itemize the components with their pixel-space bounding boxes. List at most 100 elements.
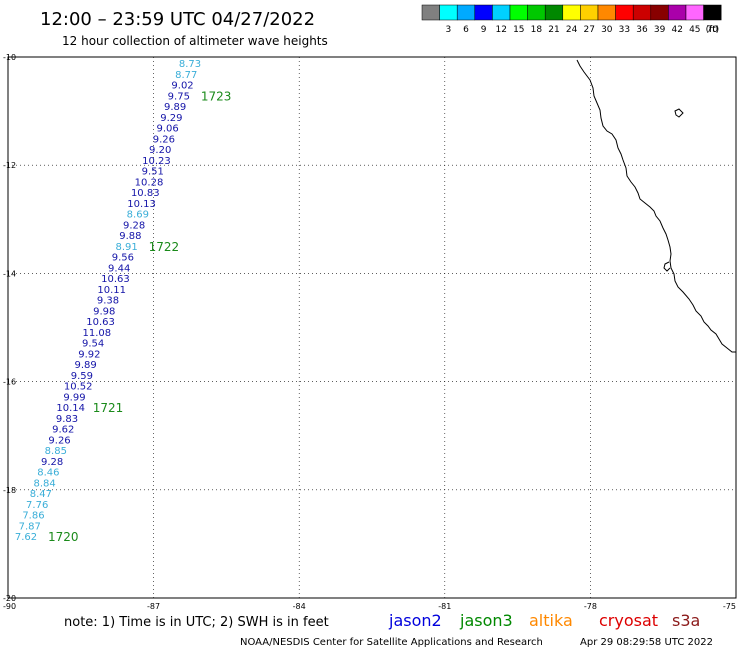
legend-unit: (ft) xyxy=(706,25,720,35)
wave-height-label: 8.77 xyxy=(175,70,197,81)
lat-tick-label: -18 xyxy=(3,486,16,495)
legend-swatch xyxy=(439,4,458,21)
legend-label: 42 xyxy=(671,25,682,35)
wave-height-label: 10.63 xyxy=(86,317,115,328)
wave-height-label: 8.91 xyxy=(116,242,138,253)
wave-height-label: 9.62 xyxy=(52,425,74,436)
wave-height-label: 7.62 xyxy=(15,532,37,543)
legend-label: 6 xyxy=(463,25,469,35)
wave-height-label: 9.06 xyxy=(157,124,179,135)
legend-label: 3 xyxy=(446,25,452,35)
wave-height-label: 8.47 xyxy=(30,489,52,500)
lon-tick-label: -90 xyxy=(3,602,16,611)
footer-timestamp: Apr 29 08:29:58 UTC 2022 xyxy=(580,637,713,648)
wave-height-label: 10.52 xyxy=(64,382,93,393)
legend-label: 27 xyxy=(583,25,594,35)
wave-height-label: 8.85 xyxy=(45,446,67,457)
wave-height-label: 9.26 xyxy=(153,134,175,145)
wave-height-label: 8.69 xyxy=(127,210,149,221)
lat-tick-label: -16 xyxy=(3,378,16,387)
legend: 3 6 9 12 15 18 21 24 27 30 33 36 39 42 45 70(ft) xyxy=(421,4,722,35)
legend-swatch xyxy=(509,4,528,21)
pass-time-label: 1721 xyxy=(93,401,124,415)
lat-tick-label: -10 xyxy=(3,53,16,62)
legend-label: 36 xyxy=(636,25,648,35)
legend-label: 33 xyxy=(619,25,630,35)
satellite-name: altika xyxy=(529,611,573,630)
wave-height-label: 9.75 xyxy=(168,91,190,102)
wave-height-label: 10.28 xyxy=(135,177,164,188)
satellite-name: cryosat xyxy=(599,611,658,630)
legend-swatch xyxy=(492,4,511,21)
footer-credit: NOAA/NESDIS Center for Satellite Applica… xyxy=(240,637,543,648)
wave-height-label: 9.51 xyxy=(142,167,164,178)
pass-time-label: 1722 xyxy=(149,240,180,254)
satellite-name: jason2 xyxy=(388,611,442,630)
legend-label: 21 xyxy=(548,25,559,35)
wave-height-label: 8.84 xyxy=(34,478,56,489)
lon-tick-label: -78 xyxy=(584,602,597,611)
legend-label: 24 xyxy=(566,25,578,35)
wave-height-label: 9.56 xyxy=(112,253,134,264)
legend-label: 9 xyxy=(481,25,487,35)
lat-tick-label: -14 xyxy=(3,269,16,278)
legend-label: 39 xyxy=(654,25,666,35)
footer-note: note: 1) Time is in UTC; 2) SWH is in fe… xyxy=(64,615,329,630)
legend-label: 45 xyxy=(689,25,700,35)
coastline xyxy=(576,59,736,353)
wave-height-label: 8.46 xyxy=(37,468,59,479)
wave-height-label: 9.29 xyxy=(160,113,182,124)
wave-height-label: 9.98 xyxy=(93,306,115,317)
wave-height-label: 9.54 xyxy=(82,339,104,350)
map-frame xyxy=(7,56,737,599)
wave-height-label: 10.63 xyxy=(101,274,130,285)
legend-swatch xyxy=(474,4,493,21)
wave-height-label: 9.89 xyxy=(75,360,97,371)
legend-swatch xyxy=(527,4,546,21)
wave-height-label: 9.83 xyxy=(56,414,78,425)
graticule xyxy=(8,57,736,598)
wave-height-label: 8.73 xyxy=(179,59,201,70)
legend-swatch xyxy=(580,4,599,21)
lon-tick-label: -84 xyxy=(293,602,306,611)
wave-height-label: 9.92 xyxy=(78,349,100,360)
legend-swatch xyxy=(632,4,652,21)
pass-time-label: 1720 xyxy=(48,530,79,544)
wave-height-label: 10.11 xyxy=(97,285,126,296)
lon-tick-label: -81 xyxy=(438,602,451,611)
satellite-legend: jason2 jason3 altika cryosat s3a xyxy=(388,611,700,630)
lat-tick-label: -12 xyxy=(3,161,16,170)
wave-height-label: 9.88 xyxy=(119,231,141,242)
island xyxy=(674,108,684,118)
legend-label: 70 xyxy=(707,25,719,35)
coastline-bay xyxy=(663,261,671,272)
wave-height-label: 9.28 xyxy=(41,457,63,468)
legend-swatch xyxy=(685,4,704,21)
wave-height-track: 8.738.779.029.759.899.299.069.269.2010.2… xyxy=(15,59,231,544)
axis-labels: -90 -87 -84 -81 -78 -75 -10 -12 -14 -16 -18 -20 xyxy=(3,53,736,611)
wave-height-label: 11.08 xyxy=(82,328,111,339)
legend-label: 18 xyxy=(531,25,543,35)
lat-tick-label: -20 xyxy=(3,594,16,603)
legend-swatch xyxy=(615,4,634,21)
wave-height-label: 10.13 xyxy=(127,199,156,210)
satellite-name: jason3 xyxy=(459,611,513,630)
legend-swatch xyxy=(421,4,440,21)
legend-label: 15 xyxy=(513,25,524,35)
legend-swatch xyxy=(597,4,616,21)
legend-swatch xyxy=(544,4,564,21)
wave-height-label: 7.86 xyxy=(22,511,44,522)
legend-swatch xyxy=(668,4,687,21)
wave-height-label: 9.59 xyxy=(71,371,93,382)
wave-height-label: 7.76 xyxy=(26,500,48,511)
wave-height-label: 10.23 xyxy=(142,156,171,167)
legend-swatch xyxy=(562,4,581,21)
legend-swatch xyxy=(703,4,722,21)
wave-height-label: 9.02 xyxy=(171,81,193,92)
wave-height-label: 10.83 xyxy=(131,188,160,199)
page-subtitle: 12 hour collection of altimeter wave hei… xyxy=(62,34,328,48)
legend-label: 12 xyxy=(495,25,506,35)
wave-height-label: 9.28 xyxy=(123,220,145,231)
